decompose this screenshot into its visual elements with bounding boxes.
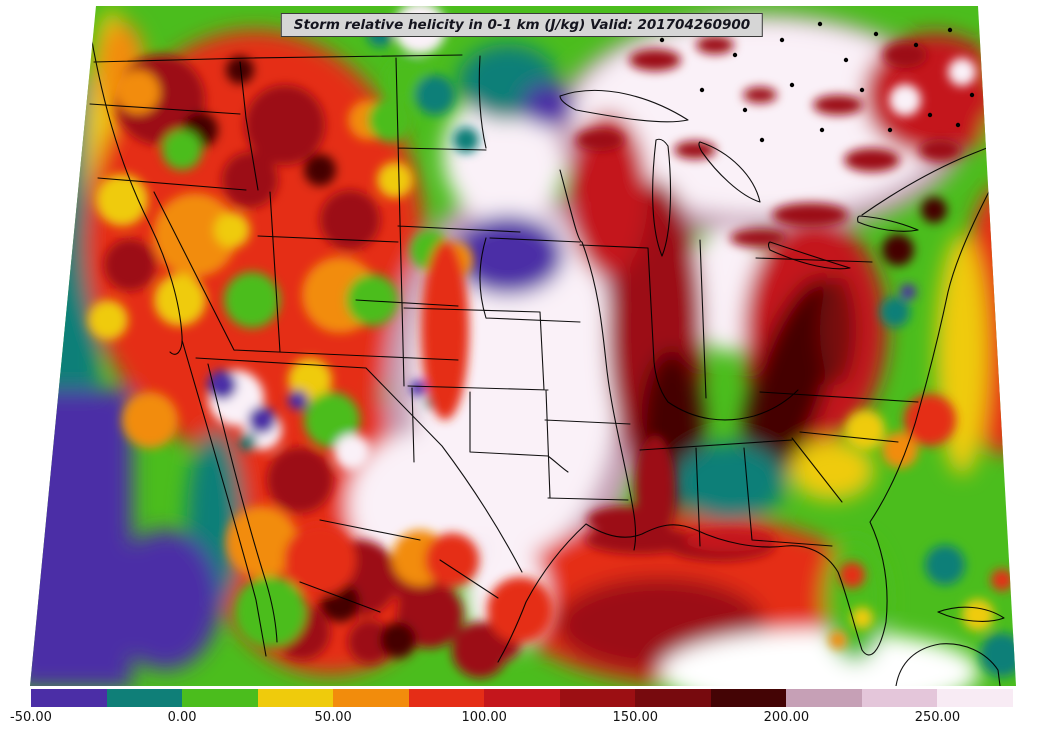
colorbar-segment bbox=[559, 689, 636, 707]
colorbar-segment bbox=[106, 689, 183, 707]
colorbar-segment bbox=[635, 689, 711, 707]
colorbar-segment bbox=[182, 689, 258, 707]
colorbar-tick: 150.00 bbox=[612, 710, 659, 725]
colorbar-tick: 100.00 bbox=[461, 710, 507, 725]
coastlines-rivers bbox=[85, 6, 1011, 686]
colorbar-tick: 0.00 bbox=[167, 710, 197, 725]
helicity-map-canvas bbox=[30, 6, 1016, 686]
map-boundaries-layer bbox=[85, 6, 1011, 686]
colorbar-segment bbox=[408, 689, 485, 707]
colorbar-tick: 200.00 bbox=[763, 710, 810, 725]
colorbar-segment bbox=[31, 689, 107, 707]
colorbar-segment bbox=[257, 689, 334, 707]
colorbar-segment bbox=[937, 689, 1013, 707]
colorbar-tick: 50.00 bbox=[314, 710, 352, 725]
colorbar-segment bbox=[710, 689, 787, 707]
colorbar-tick: -50.00 bbox=[10, 710, 52, 725]
colorbar-tick-labels: -50.00 0.00 50.00 100.00 150.00 200.00 250.00 bbox=[10, 710, 1013, 732]
colorbar-segment bbox=[333, 689, 409, 707]
colorbar-gradient bbox=[31, 689, 1013, 707]
colorbar-segment bbox=[861, 689, 938, 707]
state-borders bbox=[89, 54, 919, 547]
colorbar-segment bbox=[484, 689, 560, 707]
colorbar-tick: 250.00 bbox=[914, 710, 961, 725]
colorbar-segment bbox=[786, 689, 862, 707]
great-lakes-outlines bbox=[559, 89, 919, 270]
map-title-box: Storm relative helicity in 0-1 km (J/kg)… bbox=[280, 13, 764, 37]
map-title: Storm relative helicity in 0-1 km (J/kg)… bbox=[293, 17, 751, 33]
colorbar: -50.00 0.00 50.00 100.00 150.00 200.00 250.00 bbox=[10, 689, 1013, 732]
